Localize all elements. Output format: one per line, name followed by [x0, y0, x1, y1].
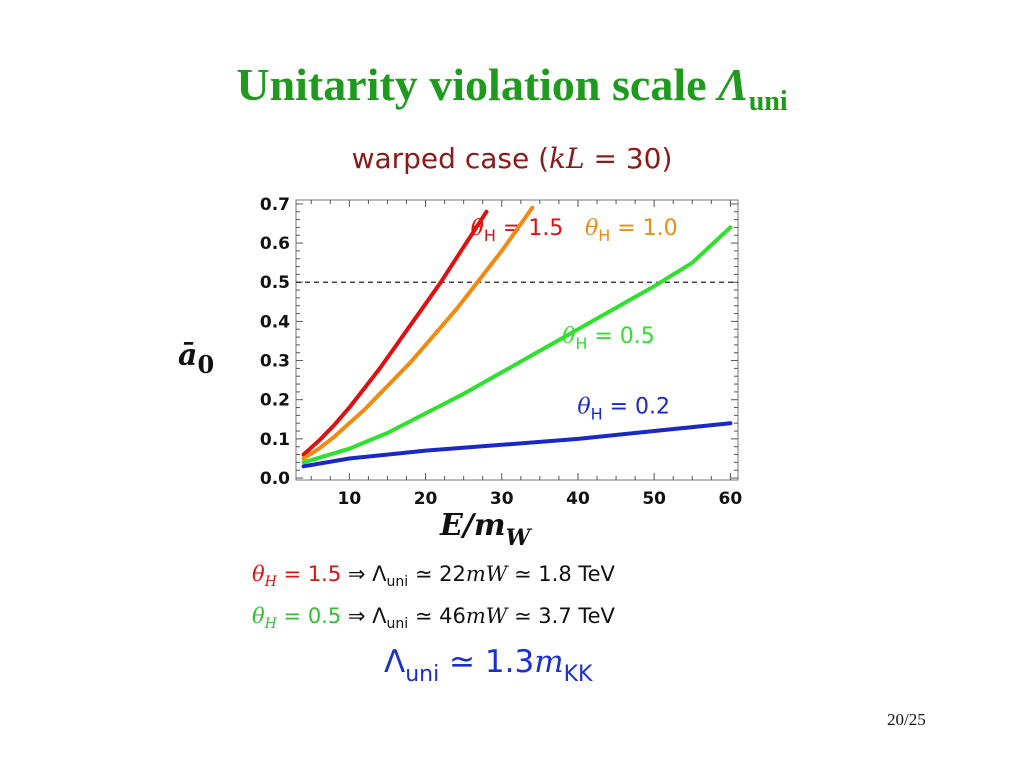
result-2-theta: θ — [252, 604, 265, 628]
result-2-mw: mW — [465, 604, 508, 628]
result-1-lambda: Λ — [372, 562, 387, 586]
x-axis-label: E/mW — [440, 508, 530, 551]
chart-title: warped case (kL = 30) — [0, 142, 1024, 175]
x-axis-label-main: E/m — [440, 508, 506, 543]
y-tick-label: 0.2 — [260, 391, 290, 411]
lambda-subscript: uni — [748, 86, 788, 117]
summary-m-sub: KK — [563, 662, 593, 687]
y-axis-label-sub: 0 — [197, 350, 215, 379]
result-1-lambda-sub: uni — [386, 574, 409, 590]
lambda-symbol: Λ — [718, 59, 749, 110]
result-2-approx: ≃ 46 — [408, 604, 466, 628]
y-axis-label: ā0 — [178, 338, 214, 379]
y-tick-label: 0.1 — [260, 430, 290, 450]
result-1-mw: mW — [465, 562, 508, 586]
result-2-lambda: Λ — [372, 604, 387, 628]
x-tick-label: 40 — [566, 489, 590, 509]
y-tick-label: 0.6 — [260, 234, 290, 254]
y-axis-label-main: ā — [178, 338, 198, 373]
result-2-theta-val: = 0.5 — [276, 604, 342, 628]
series-label-1: θH = 1.5 — [471, 216, 564, 245]
x-tick-label: 10 — [338, 489, 362, 509]
slide-title: Unitarity violation scale Λuni — [0, 58, 1024, 118]
result-2-theta-sub: H — [264, 616, 277, 632]
x-tick-label: 50 — [642, 489, 666, 509]
result-2-lambda-sub: uni — [386, 616, 409, 632]
summary-lambda-sub: uni — [405, 662, 440, 687]
result-1-theta: θ — [252, 562, 265, 586]
summary-relation-text: ≃ 1.3 — [439, 644, 535, 680]
series-line-3 — [301, 225, 733, 465]
summary-relation: Λuni ≃ 1.3mKK — [384, 644, 592, 687]
result-1-theta-val: = 1.5 — [276, 562, 342, 586]
plot-frame — [295, 199, 739, 481]
result-line-1: θH = 1.5 ⇒ Λuni ≃ 22mW ≃ 1.8 TeV — [252, 562, 615, 590]
summary-m: m — [534, 644, 564, 680]
result-1-arrow: ⇒ — [341, 562, 373, 586]
series-line-1 — [301, 209, 489, 457]
y-tick-label: 0.7 — [260, 195, 290, 215]
result-line-2: θH = 0.5 ⇒ Λuni ≃ 46mW ≃ 3.7 TeV — [252, 604, 615, 632]
y-tick-label: 0.3 — [260, 352, 290, 372]
result-2-arrow: ⇒ — [341, 604, 373, 628]
chart-title-math: kL — [549, 142, 585, 175]
x-tick-label: 20 — [414, 489, 438, 509]
series-line-2 — [301, 205, 535, 461]
series-label-4: θH = 0.2 — [577, 394, 670, 423]
y-tick-label: 0.5 — [260, 273, 290, 293]
x-axis-label-sub: W — [505, 525, 531, 551]
result-2-tail: ≃ 3.7 TeV — [507, 604, 615, 628]
result-1-tail: ≃ 1.8 TeV — [507, 562, 615, 586]
y-tick-label: 0.4 — [260, 312, 290, 332]
series-line-4 — [301, 421, 733, 469]
summary-lambda: Λ — [384, 644, 406, 680]
y-tick-label: 0.0 — [260, 469, 290, 489]
x-tick-label: 60 — [719, 489, 743, 509]
slide-title-text: Unitarity violation scale — [236, 59, 719, 110]
series-label-2: θH = 1.0 — [585, 216, 678, 245]
x-tick-label: 30 — [490, 489, 514, 509]
chart-title-prefix: warped case ( — [351, 142, 550, 175]
chart-title-suffix: = 30) — [584, 142, 673, 175]
result-1-approx: ≃ 22 — [408, 562, 466, 586]
result-1-theta-sub: H — [264, 574, 277, 590]
page-number: 20/25 — [887, 710, 926, 729]
series-label-3: θH = 0.5 — [562, 324, 655, 353]
